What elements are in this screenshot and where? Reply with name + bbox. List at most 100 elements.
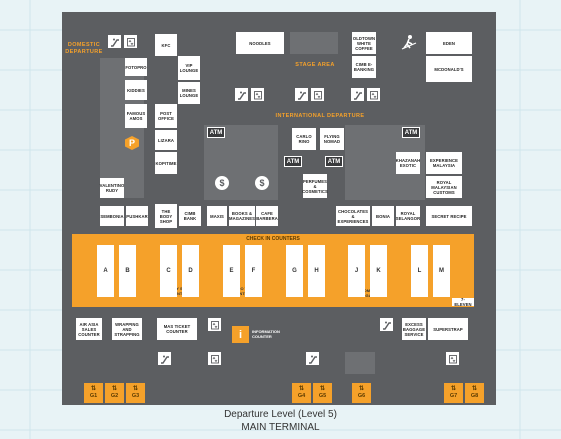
counter-k[interactable]: K [370, 245, 387, 297]
shop-books-magazines[interactable]: BOOKS & MAGAZINES [229, 206, 255, 226]
counter-l[interactable]: L [411, 245, 428, 297]
shop-maxis[interactable]: MAXIS [207, 206, 227, 226]
wrapping-strapping[interactable]: WRAPPING AND STRAPPING [112, 318, 142, 340]
shop-kopitime[interactable]: KOPITIME [155, 152, 177, 174]
atm-3[interactable]: ATM [325, 156, 343, 167]
malindo-ticket-label: MALINDO TICKET CENTRE [224, 286, 260, 296]
up-down-arrow-icon: ⇅ [450, 386, 457, 392]
escalator-icon [108, 35, 121, 48]
excess-baggage-service[interactable]: EXCESS BAGGAGE SERVICE [402, 318, 426, 340]
shop-experience-malaysia[interactable]: EXPERIENCE MALAYSIA [426, 152, 462, 174]
unaccompanied-baggage-label: UNACCOMPANIED BAGGAGE [349, 288, 385, 298]
shop-secret-recipe[interactable]: SECRET RECIPE [426, 206, 472, 226]
shop-flying-nomad[interactable]: FLYING NOMAD [320, 128, 344, 150]
counter-f[interactable]: F [245, 245, 262, 297]
counter-d[interactable]: D [182, 245, 199, 297]
shop-famous-amos[interactable]: FAMOUS AMOS [125, 104, 147, 128]
info-icon: i [232, 326, 249, 343]
shop-chocolates[interactable]: CHOCOLATES & EXPERIENCES [336, 206, 370, 226]
gate-g5[interactable]: ⇅ G5 [313, 383, 332, 403]
shop-sembonia[interactable]: SEMBONIA [100, 206, 124, 226]
counter-a[interactable]: A [97, 245, 114, 297]
shop-kiddies[interactable]: KIDDIES [125, 80, 147, 100]
parking-icon: P [125, 136, 139, 150]
gate-label: G3 [131, 393, 140, 399]
elevator-icon [251, 88, 264, 101]
mas-ticket-counter[interactable]: MAS TICKET COUNTER [157, 318, 197, 340]
shop-post-office[interactable]: POST OFFICE [155, 104, 177, 128]
counter-e[interactable]: E [223, 245, 240, 297]
escalator-icon [380, 318, 393, 331]
shop-mcdonalds[interactable]: MCDONALD'S [426, 56, 472, 82]
up-down-arrow-icon: ⇅ [298, 386, 305, 392]
gate-g2[interactable]: ⇅ G2 [105, 383, 124, 403]
shop-bonia[interactable]: BONIA [372, 206, 394, 226]
shop-7-eleven[interactable]: 7-ELEVEN [452, 297, 474, 307]
shop-carlo-rino[interactable]: CARLO RINO [292, 128, 316, 150]
domestic-corridor [100, 58, 144, 198]
counter-g[interactable]: G [286, 245, 303, 297]
atm-1[interactable]: ATM [207, 127, 225, 138]
escalator-icon [158, 352, 171, 365]
shop-lizara[interactable]: LIZARA [155, 130, 177, 150]
atm-2[interactable]: ATM [284, 156, 302, 167]
shop-mines-lounge[interactable]: MINES LOUNGE [178, 82, 200, 104]
shop-royal-selangor[interactable]: ROYAL SELANGOR [396, 206, 420, 226]
gate-label: G8 [470, 393, 479, 399]
gate-label: G6 [357, 393, 366, 399]
shop-cimb-ebanking[interactable]: CIMB E-BANKING [352, 56, 376, 78]
escalator-icon [295, 88, 308, 101]
superstrap[interactable]: SUPERSTRAP [428, 318, 468, 340]
shop-perfumes-cosmetics[interactable]: PERFUMES & COSMETICS [302, 174, 328, 198]
shop-oldtown[interactable]: OLDTOWN WHITE COFFEE [352, 32, 376, 54]
elevator-icon [311, 88, 324, 101]
money-changer-icon: $ [215, 176, 229, 190]
gate-label: G1 [89, 393, 98, 399]
up-down-arrow-icon: ⇅ [319, 386, 326, 392]
shop-body-shop[interactable]: THE BODY SHOP [155, 204, 177, 228]
gate-g7[interactable]: ⇅ G7 [444, 383, 463, 403]
royal-malaysian-customs[interactable]: ROYAL MALAYSIAN CUSTOMS [426, 176, 462, 198]
shop-fotopro[interactable]: FOTOPRO [125, 58, 147, 76]
gate-g4[interactable]: ⇅ G4 [292, 383, 311, 403]
information-counter-label: INFORMATION COUNTER [252, 329, 280, 339]
shop-khazanah-exotic[interactable]: KHAZANAH EXOTIC [396, 152, 420, 174]
gate-label: G5 [318, 393, 327, 399]
shop-eden[interactable]: EDEN [426, 32, 472, 54]
gate-g3[interactable]: ⇅ G3 [126, 383, 145, 403]
up-down-arrow-icon: ⇅ [111, 386, 118, 392]
shop-vip-lounge[interactable]: VIP LOUNGE [178, 56, 200, 80]
elevator-icon [208, 318, 221, 331]
counter-j[interactable]: J [348, 245, 365, 297]
domestic-departure-label: DOMESTIC DEPARTURE [65, 42, 103, 55]
firefly-sales-label: FIREFLY SALES COUNTER [162, 286, 194, 296]
gate-g6-hall [345, 352, 375, 374]
check-in-area [72, 234, 474, 307]
counter-h[interactable]: H [308, 245, 325, 297]
gate-g1[interactable]: ⇅ G1 [84, 383, 103, 403]
shop-noodles[interactable]: NOODLES [236, 32, 284, 54]
counter-b[interactable]: B [119, 245, 136, 297]
shop-valentino-rudy[interactable]: VALENTINO RUDY [100, 178, 124, 198]
map-caption-terminal: MAIN TERMINAL [241, 422, 320, 433]
up-down-arrow-icon: ⇅ [132, 386, 139, 392]
shop-cimb-bank[interactable]: CIMB BANK [179, 206, 201, 226]
international-departure-label: INTERNATIONAL DEPARTURE [275, 113, 365, 119]
travelator-icon [401, 35, 417, 50]
atm-4[interactable]: ATM [402, 127, 420, 138]
gate-label: G4 [297, 393, 306, 399]
gate-g8[interactable]: ⇅ G8 [465, 383, 484, 403]
air-asia-sales-counter[interactable]: AIR ASIA SALES COUNTER [76, 318, 102, 340]
up-down-arrow-icon: ⇅ [90, 386, 97, 392]
shop-kfc[interactable]: KFC [155, 34, 177, 56]
gate-g6[interactable]: ⇅ G6 [352, 383, 371, 403]
counter-c[interactable]: C [160, 245, 177, 297]
gate-label: G2 [110, 393, 119, 399]
gate-label: G7 [449, 393, 458, 399]
elevator-icon [446, 352, 459, 365]
stage-area-floor [290, 32, 338, 54]
counter-m[interactable]: M [433, 245, 450, 297]
shop-cafe-barbera[interactable]: CAFE BARBERA [256, 206, 278, 226]
up-down-arrow-icon: ⇅ [358, 386, 365, 392]
shop-pushkar[interactable]: PUSHKAR [126, 206, 148, 226]
